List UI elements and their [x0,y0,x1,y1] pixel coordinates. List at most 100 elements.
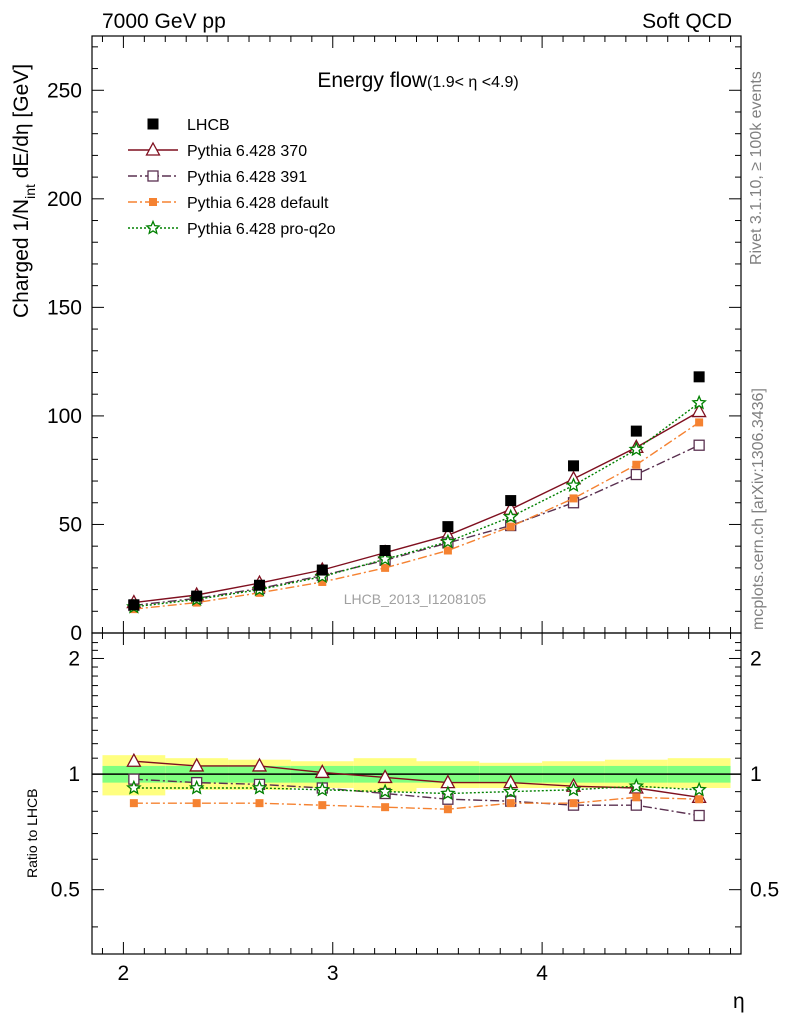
legend-marker-lhcb [147,118,159,130]
ratio-point-pythia-6-428-pro-q2o [314,781,331,797]
series-line-pythia-6-428-391 [133,444,700,607]
data-point-lhcb [191,590,203,602]
y-tick-label: 0 [70,622,82,645]
legend-marker-pythia-6-428-pro-q2o [145,219,161,235]
legend-marker-pythia-6-428-default [149,198,157,206]
y-tick-label: 200 [47,188,82,211]
legend-label-pythia-6-428-391: Pythia 6.428 391 [187,169,307,186]
ratio-point-pythia-6-428-370 [189,757,205,772]
data-point-pythia-6-428-370 [691,403,707,418]
data-point-lhcb [568,460,580,472]
legend-marker-pythia-6-428-391 [147,170,159,182]
ratio-panel-series [126,752,707,822]
ratio-y-axis-label: Ratio to LHCB [24,789,40,878]
ratio-point-pythia-6-428-default [569,799,578,808]
data-point-pythia-6-428-default [381,563,390,572]
ratio-point-pythia-6-428-pro-q2o [440,785,456,801]
data-point-lhcb [630,425,642,437]
main-y-axis-label-sub: int [22,184,38,199]
legend-label-pythia-6-428-default: Pythia 6.428 default [187,195,329,212]
ratio-line-pythia-6-428-default [133,796,700,810]
data-point-pythia-6-428-pro-q2o [628,441,645,457]
data-point-pythia-6-428-pro-q2o [691,394,707,410]
ratio-point-pythia-6-428-default [255,799,264,808]
series-line-pythia-6-428-default [133,421,700,610]
ratio-y-tick-label: 0.5 [51,879,80,902]
legend-label-pythia-6-428-370: Pythia 6.428 370 [187,143,307,160]
data-point-pythia-6-428-391 [693,439,705,451]
legend-label-lhcb: LHCB [187,117,230,134]
analysis-watermark: LHCB_2013_I1208105 [344,591,487,607]
rivet-version-text: Rivet 3.1.10, ≥ 100k events [748,71,765,265]
header-left: 7000 GeV pp [102,10,226,33]
x-axis-label: η [733,990,745,1013]
ratio-point-pythia-6-428-default [129,799,138,808]
ratio-point-pythia-6-428-pro-q2o [377,783,393,799]
ratio-point-pythia-6-428-370 [377,769,393,784]
legend-marker-pythia-6-428-370 [145,141,161,156]
axis-ticks [92,36,741,954]
chart-title: Energy flow(1.9< η <4.9) [317,69,518,92]
main-y-axis-label: Charged 1/Nint dE/dη [GeV] [10,64,38,318]
data-point-lhcb [316,564,328,576]
ratio-point-pythia-6-428-pro-q2o [628,777,645,793]
series-line-pythia-6-428-370 [133,410,700,604]
ratio-line-pythia-6-428-391 [133,778,700,817]
chart-title-range: (1.9< η <4.9) [427,74,519,91]
header-right: Soft QCD [642,10,732,33]
data-point-lhcb [693,371,705,383]
main-y-axis-label-main: Charged 1/N [10,199,33,318]
ratio-point-pythia-6-428-default [192,799,201,808]
data-point-pythia-6-428-default [443,546,452,555]
ratio-point-pythia-6-428-pro-q2o [126,779,142,795]
ratio-y-tick-label: 2 [68,647,80,670]
data-point-pythia-6-428-default [569,494,578,503]
legend: LHCB Pythia 6.428 370 Pythia 6.428 391 Pyth… [128,117,336,238]
data-point-pythia-6-428-pro-q2o [502,508,519,524]
source-text: mcplots.cern.ch [arXiv:1306.3436] [750,388,767,630]
ratio-point-pythia-6-428-default [632,793,641,802]
y-tick-label: 250 [47,79,82,102]
data-point-pythia-6-428-391 [630,468,642,481]
data-point-pythia-6-428-default [632,460,641,469]
data-point-pythia-6-428-default [318,577,327,586]
main-panel-series [126,371,707,614]
data-point-lhcb [128,599,140,611]
y-tick-label: 50 [59,513,82,536]
ratio-point-pythia-6-428-370 [126,752,142,767]
data-point-pythia-6-428-default [506,522,515,531]
ratio-y-tick-label-right: 2 [750,647,762,670]
x-tick-label: 2 [118,962,130,985]
ratio-point-pythia-6-428-370 [251,757,268,772]
ratio-point-pythia-6-428-pro-q2o [188,779,205,795]
ratio-point-pythia-6-428-391 [630,799,642,811]
ratio-point-pythia-6-428-default [695,795,704,804]
ratio-point-pythia-6-428-370 [314,764,330,779]
ratio-y-tick-label: 1 [68,763,80,786]
ratio-point-pythia-6-428-pro-q2o [502,783,519,799]
axis-tick-labels: 2 3 4 0 50 100 150 200 250 0.5 0.5 1 1 2 2 [47,79,779,985]
data-point-lhcb [253,579,265,591]
ratio-y-tick-label-right: 1 [750,763,762,786]
y-tick-label: 150 [47,296,82,319]
ratio-point-pythia-6-428-pro-q2o [565,781,582,797]
data-point-pythia-6-428-pro-q2o [377,550,393,566]
x-tick-label: 3 [327,962,339,985]
series-line-pythia-6-428-pro-q2o [133,402,700,608]
main-y-axis-label-rest: dE/dη [GeV] [10,64,33,184]
x-tick-label: 4 [536,962,548,985]
ratio-point-pythia-6-428-default [381,803,390,812]
data-point-pythia-6-428-default [695,418,704,427]
data-point-lhcb [505,495,517,507]
ratio-point-pythia-6-428-pro-q2o [251,779,268,795]
ratio-point-pythia-6-428-default [506,799,515,808]
data-point-lhcb [379,545,391,557]
y-tick-label: 100 [47,405,82,428]
data-point-pythia-6-428-pro-q2o [440,533,456,549]
legend-label-pythia-6-428-pro-q2o: Pythia 6.428 pro-q2o [187,221,336,238]
ratio-line-pythia-6-428-370 [133,760,700,798]
chart-title-main: Energy flow [317,69,428,92]
ratio-point-pythia-6-428-pro-q2o [691,781,707,797]
data-point-lhcb [442,521,454,533]
